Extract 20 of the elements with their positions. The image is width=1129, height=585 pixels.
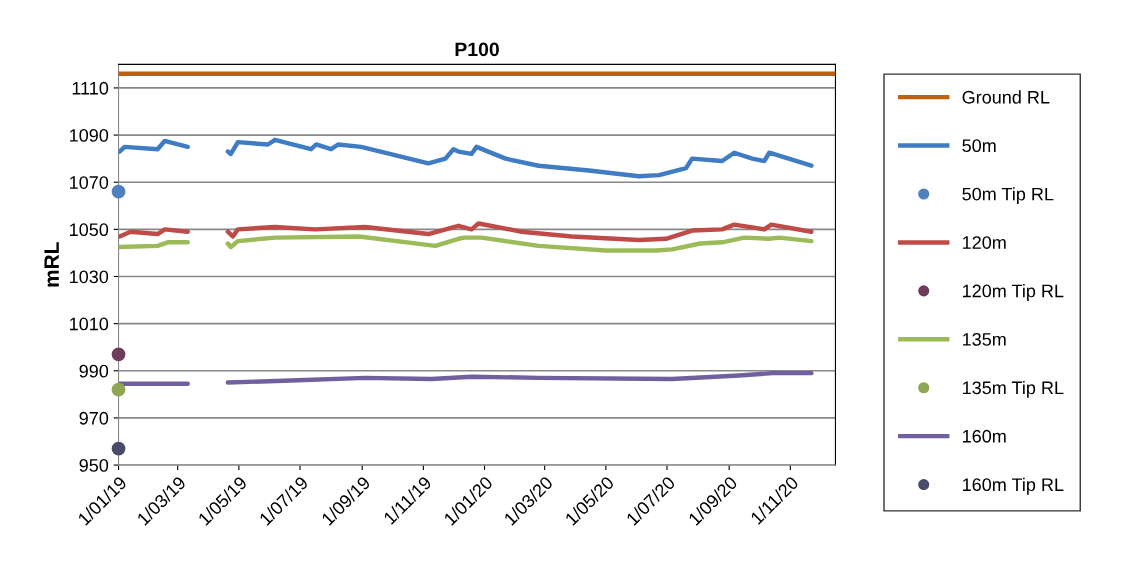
y-tick-label: 1050 [70, 223, 109, 237]
y-tick-label: 1030 [70, 270, 109, 284]
legend-label: 160m [963, 429, 1006, 443]
legend-label: 160m Tip RL [963, 477, 1064, 495]
chart-title: P100 [455, 42, 499, 57]
legend-label: 50m [962, 139, 996, 153]
legend-label: Ground RL [962, 90, 1050, 104]
legend-label: 50m Tip RL [962, 187, 1054, 205]
y-tick-label: 1070 [70, 176, 109, 189]
legend-label: 120m [963, 236, 1006, 249]
y-tick-label: 1110 [72, 81, 109, 95]
legend-label: 135m [963, 332, 1006, 346]
legend-label: 135m Tip RL [963, 380, 1064, 398]
legend-label: 120m Tip RL [963, 284, 1064, 301]
y-tick-label: 1010 [70, 317, 109, 331]
y-tick-label: 970 [79, 411, 109, 425]
y-tick-label: 990 [79, 364, 109, 378]
y-tick-label: 1090 [70, 129, 109, 142]
y-axis-title: mRL [44, 242, 59, 287]
y-tick-label: 950 [79, 459, 109, 472]
